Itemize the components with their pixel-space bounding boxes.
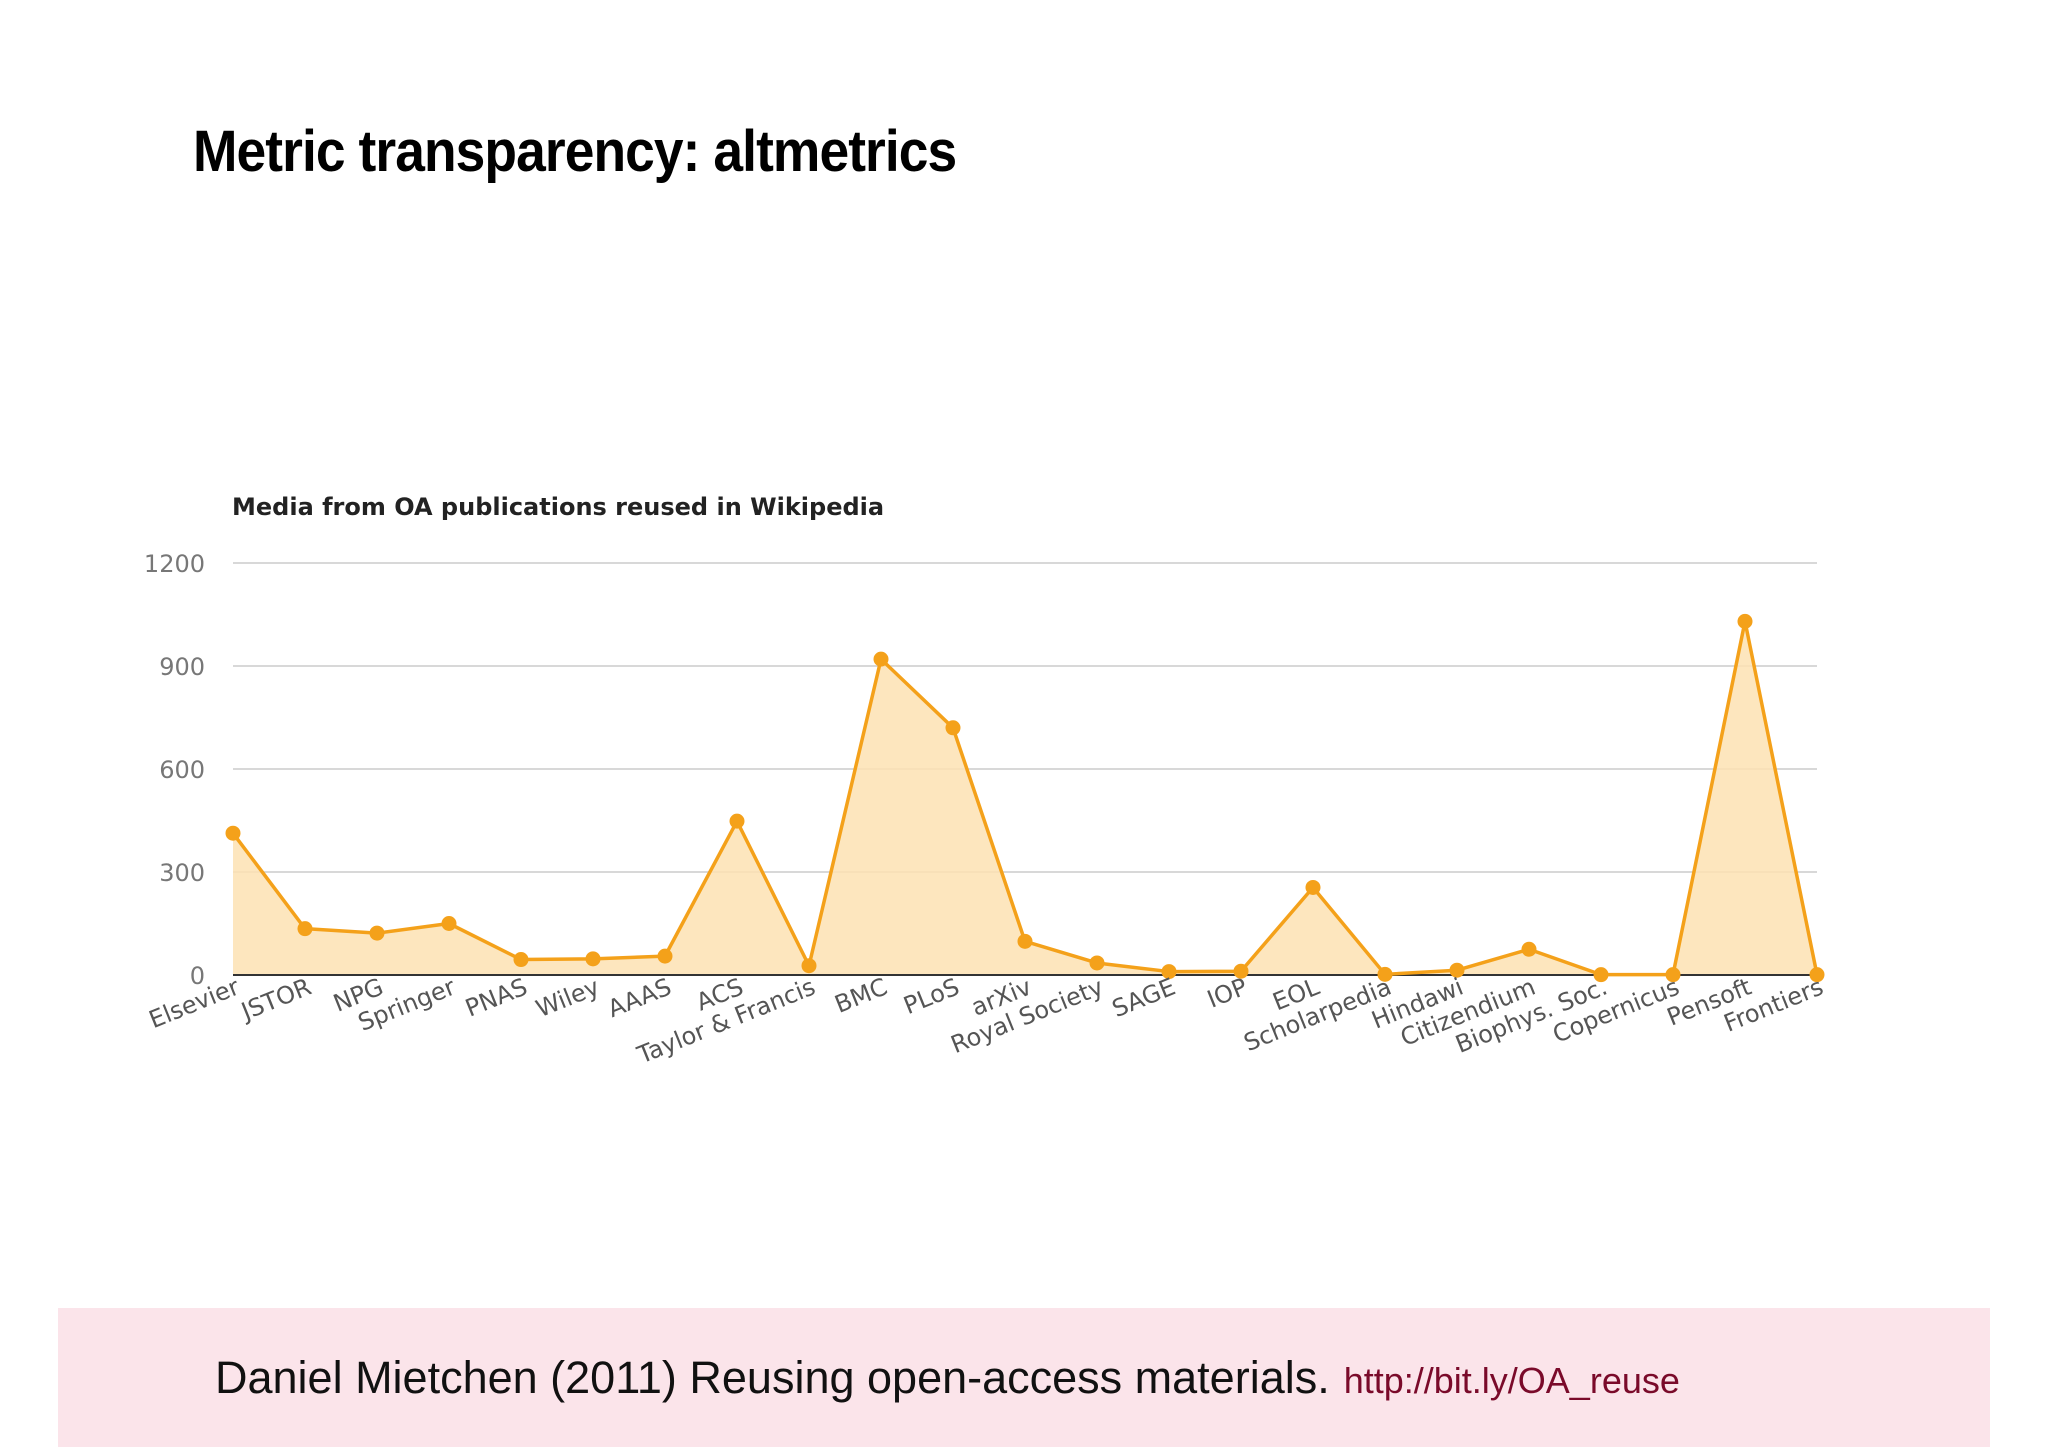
y-tick-label: 0 bbox=[190, 962, 205, 990]
y-tick-label: 600 bbox=[159, 756, 205, 784]
x-tick-label: BMC bbox=[831, 973, 891, 1019]
data-point bbox=[1161, 964, 1177, 980]
data-point bbox=[801, 958, 817, 974]
x-tick-label: PLoS bbox=[900, 973, 964, 1020]
data-point bbox=[1017, 933, 1033, 949]
data-point bbox=[945, 720, 961, 736]
citation: Daniel Mietchen (2011) Reusing open-acce… bbox=[215, 1352, 1680, 1404]
data-point bbox=[1233, 963, 1249, 979]
x-tick-label: PNAS bbox=[461, 973, 531, 1023]
data-point bbox=[873, 651, 889, 667]
source-link[interactable]: http://bit.ly/OA_reuse bbox=[1343, 1360, 1680, 1401]
citation-footer: Daniel Mietchen (2011) Reusing open-acce… bbox=[58, 1308, 1990, 1447]
data-point bbox=[1089, 955, 1105, 971]
y-tick-label: 900 bbox=[159, 653, 205, 681]
data-point bbox=[657, 948, 673, 964]
series-polyline bbox=[231, 619, 1819, 977]
data-point bbox=[1377, 966, 1393, 982]
area-shape bbox=[233, 621, 1817, 975]
data-point bbox=[225, 825, 241, 841]
slide-title: Metric transparency: altmetrics bbox=[193, 119, 957, 184]
data-point bbox=[513, 952, 529, 968]
data-point bbox=[1809, 967, 1825, 983]
data-point bbox=[1737, 613, 1753, 629]
data-point bbox=[1449, 962, 1465, 978]
area-fill bbox=[233, 621, 1817, 975]
y-tick-label: 300 bbox=[159, 859, 205, 887]
data-points bbox=[225, 613, 1825, 983]
chart-title: Media from OA publications reused in Wik… bbox=[232, 493, 884, 521]
data-point bbox=[729, 813, 745, 829]
x-tick-label: SAGE bbox=[1108, 973, 1179, 1023]
data-point bbox=[1593, 967, 1609, 983]
data-point bbox=[441, 916, 457, 931]
y-axis-ticks: 0 300 600 900 1200 bbox=[144, 550, 205, 990]
x-tick-label: JSTOR bbox=[236, 973, 316, 1027]
x-tick-label: AAAS bbox=[604, 973, 676, 1024]
y-tick-label: 1200 bbox=[144, 550, 205, 578]
citation-text: Daniel Mietchen (2011) Reusing open-acce… bbox=[215, 1352, 1330, 1403]
data-point bbox=[1665, 967, 1681, 983]
gridlines bbox=[233, 562, 1817, 873]
data-point bbox=[297, 921, 313, 937]
data-point bbox=[585, 951, 601, 967]
data-point bbox=[1305, 879, 1321, 895]
series-line bbox=[231, 619, 1819, 977]
x-tick-label: Wiley bbox=[532, 973, 603, 1024]
x-tick-label: IOP bbox=[1203, 973, 1251, 1014]
data-point bbox=[369, 925, 385, 941]
data-point bbox=[1521, 941, 1537, 957]
line-area-chart: Media from OA publications reused in Wik… bbox=[144, 493, 1827, 1070]
